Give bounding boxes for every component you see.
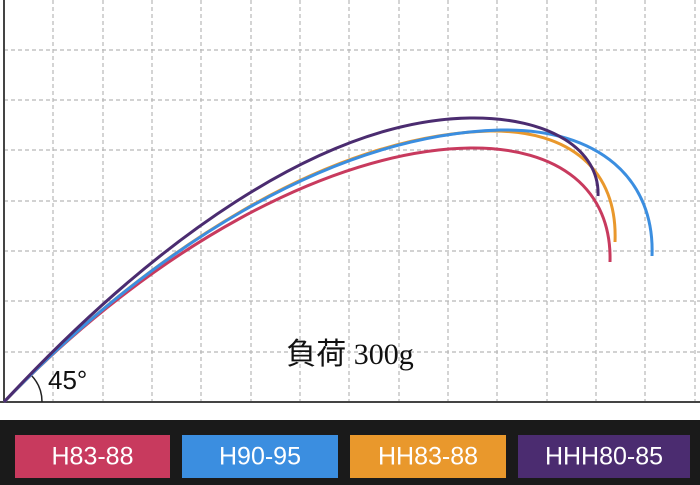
legend-swatch: [182, 435, 338, 478]
legend-swatch: [15, 435, 170, 478]
bend-curve: [2, 146, 612, 404]
legend-swatch: [518, 435, 690, 478]
legend-label: H83-88: [52, 443, 134, 471]
grid: [4, 0, 700, 402]
legend-label: HHH80-85: [545, 443, 663, 471]
legend-swatch: [350, 435, 506, 478]
bend-curve: [2, 116, 600, 404]
legend-label: H90-95: [219, 443, 301, 471]
angle-label: 45°: [48, 365, 87, 395]
angle-arc: [30, 374, 43, 403]
legend-label: HH83-88: [378, 443, 478, 471]
load-label: 負荷 300g: [286, 338, 414, 371]
bend-curve: [2, 128, 654, 404]
